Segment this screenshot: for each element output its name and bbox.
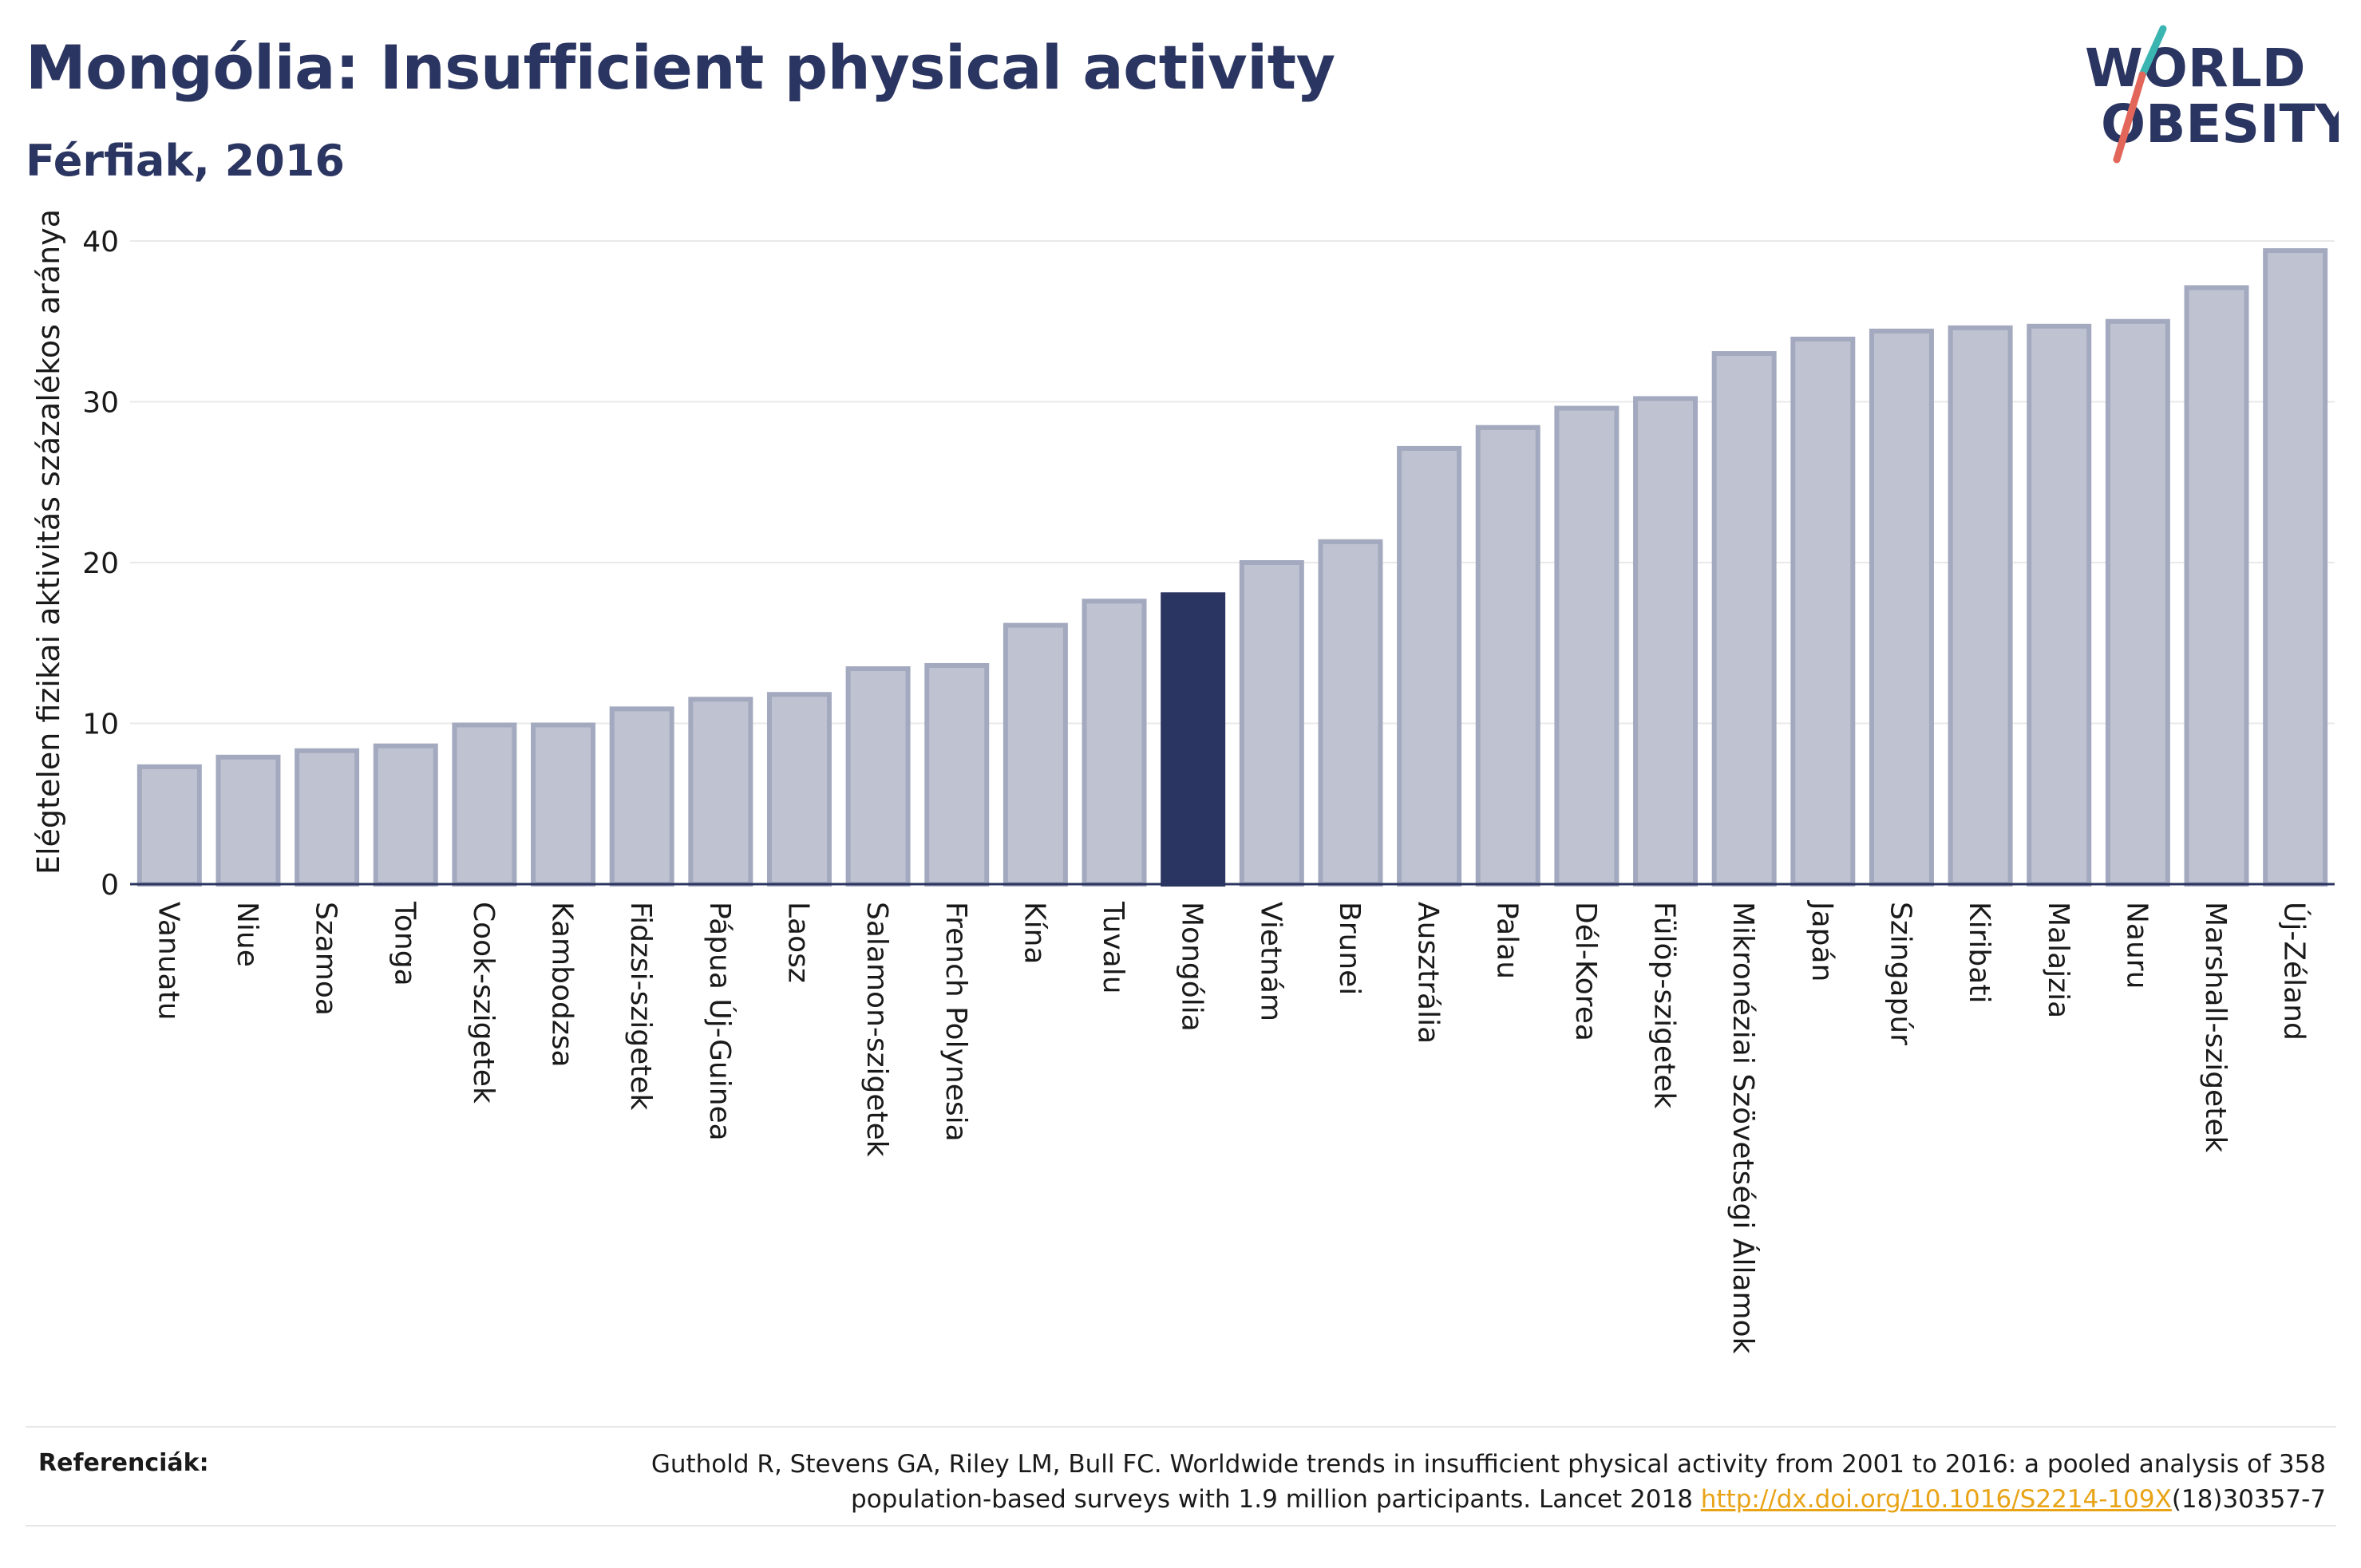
category-label: Cook-szigetek bbox=[467, 902, 500, 1104]
category-labels: Vanuatu Niue Szamoa Tonga Cook-szigetek Kambo… bbox=[152, 900, 2311, 1354]
category-label: Marshall-szigetek bbox=[2199, 902, 2232, 1152]
y-tick-label: 30 bbox=[82, 387, 119, 420]
category-label: Malajzia bbox=[2042, 902, 2074, 1018]
bar-cook-szigetek bbox=[452, 722, 517, 887]
page-title: Mongólia: Insufficient physical activity bbox=[26, 32, 1335, 103]
citation-line2: population-based surveys with 1.9 millio… bbox=[851, 1485, 1701, 1514]
bar-fülöp-szigetek bbox=[1633, 396, 1699, 887]
category-label: Szingapúr bbox=[1884, 902, 1916, 1045]
category-label: Szamoa bbox=[310, 902, 342, 1016]
bar-szingapúr bbox=[1869, 328, 1934, 887]
bar-pápua-új-guinea bbox=[688, 697, 753, 887]
references-top-divider bbox=[26, 1426, 2336, 1428]
references-bottom-divider bbox=[26, 1525, 2336, 1527]
category-label: Vanuatu bbox=[152, 902, 184, 1021]
category-label: Mikronéziai Szövetségi Államok bbox=[1726, 902, 1760, 1354]
category-label: Vietnám bbox=[1254, 902, 1287, 1021]
bar-marshall-szigetek bbox=[2184, 285, 2249, 887]
category-label: Dél-Korea bbox=[1569, 902, 1602, 1041]
category-label: Laosz bbox=[781, 902, 814, 983]
category-label: Tonga bbox=[388, 901, 421, 986]
references-citation: Guthold R, Stevens GA, Riley LM, Bull FC… bbox=[490, 1447, 2326, 1517]
bar-nauru bbox=[2105, 318, 2170, 887]
category-label: Ausztrália bbox=[1412, 902, 1445, 1044]
category-label: Brunei bbox=[1333, 902, 1366, 995]
bar-ausztrália bbox=[1397, 445, 1462, 887]
bar-mongólia bbox=[1161, 592, 1226, 887]
bar-tonga bbox=[373, 743, 438, 887]
bar-vietnám bbox=[1239, 560, 1304, 887]
bar-új-zéland bbox=[2263, 248, 2328, 887]
y-tick-labels: 0 10 20 30 40 bbox=[82, 226, 119, 902]
bar-kiribati bbox=[1948, 325, 2013, 887]
references-label: Referenciák: bbox=[38, 1449, 209, 1477]
category-label: Mongólia bbox=[1176, 902, 1208, 1032]
bar-kambodzsa bbox=[531, 722, 596, 887]
category-label: French Polynesia bbox=[939, 902, 972, 1142]
bar-salamon-szigetek bbox=[845, 666, 911, 887]
bar-japán bbox=[1790, 336, 1856, 887]
logo-slash-teal-icon bbox=[2138, 25, 2167, 79]
category-label: Fülöp-szigetek bbox=[1648, 902, 1681, 1108]
y-tick-label: 40 bbox=[82, 226, 119, 259]
bar-laosz bbox=[766, 692, 832, 887]
category-label: Palau bbox=[1490, 902, 1523, 979]
bar-french-polynesia bbox=[924, 662, 990, 887]
bar-fidzsi-szigetek bbox=[609, 706, 674, 887]
logo-word-obesity: OBESITY bbox=[2101, 93, 2339, 155]
bar-palau bbox=[1475, 425, 1540, 887]
bar-tuvalu bbox=[1082, 598, 1147, 887]
bar-chart: 0 10 20 30 40 Vanuatu Niue Szamoa Tonga Cook-szi… bbox=[31, 209, 2335, 1354]
citation-line2-end: (18)30357-7 bbox=[2171, 1485, 2326, 1514]
category-label: Nauru bbox=[2120, 902, 2153, 989]
world-obesity-logo: WORLD OBESITY bbox=[2085, 25, 2339, 164]
y-tick-label: 20 bbox=[82, 547, 119, 580]
category-label: Kiribati bbox=[1963, 902, 1995, 1003]
y-tick-label: 10 bbox=[82, 709, 119, 741]
logo-slash-coral-icon bbox=[2113, 71, 2146, 164]
category-label: Fidzsi-szigetek bbox=[624, 902, 657, 1111]
category-label: Japán bbox=[1805, 900, 1838, 981]
citation-line1: Guthold R, Stevens GA, Riley LM, Bull FC… bbox=[651, 1450, 2326, 1479]
category-label: Pápua Új-Guinea bbox=[703, 902, 737, 1141]
bar-mikronéziai-szövetségi-államok bbox=[1711, 351, 1777, 887]
category-label: Tuvalu bbox=[1097, 901, 1129, 994]
category-label: Salamon-szigetek bbox=[860, 902, 893, 1157]
bar-szamoa bbox=[295, 748, 360, 887]
y-axis-title: Elégtelen fizikai aktivitás százalékos a… bbox=[31, 209, 66, 875]
category-label: Niue bbox=[231, 902, 263, 967]
logo-word-world: WORLD bbox=[2085, 38, 2306, 99]
category-label: Kína bbox=[1018, 902, 1050, 965]
category-label: Új-Zéland bbox=[2278, 902, 2312, 1041]
bar-niue bbox=[216, 754, 281, 887]
page-subtitle: Férfiak, 2016 bbox=[26, 136, 345, 186]
bar-kína bbox=[1003, 622, 1068, 887]
bars bbox=[136, 248, 2328, 887]
category-label: Kambodzsa bbox=[546, 902, 579, 1068]
citation-doi-link[interactable]: http://dx.doi.org/10.1016/S2214-109X bbox=[1700, 1485, 2172, 1514]
bar-malajzia bbox=[2027, 323, 2092, 887]
y-tick-label: 0 bbox=[101, 869, 119, 902]
bar-vanuatu bbox=[136, 764, 202, 887]
bar-dél-korea bbox=[1554, 405, 1619, 887]
bar-brunei bbox=[1318, 539, 1383, 887]
